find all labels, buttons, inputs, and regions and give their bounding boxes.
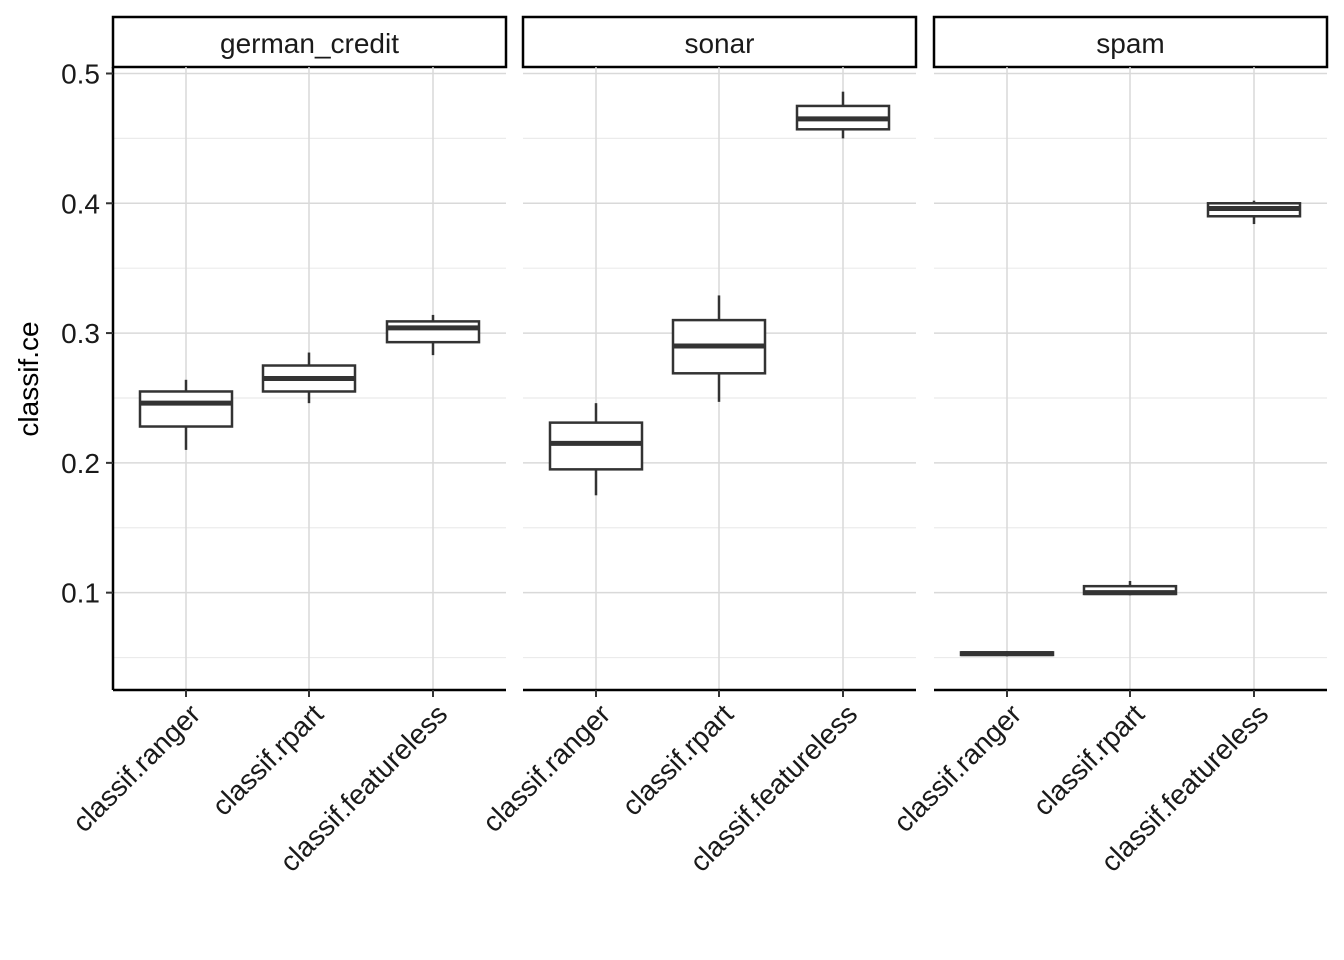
panel-german-credit: german_credit classif.ranger classif.rpart… <box>67 15 508 878</box>
y-axis: 0.1 0.2 0.3 0.4 0.5 <box>61 58 115 690</box>
box-classif-ranger <box>959 651 1055 657</box>
facet-strip <box>521 15 918 69</box>
y-tick-label: 0.5 <box>61 58 100 89</box>
x-tick-label: classif.ranger <box>888 698 1028 838</box>
box-iqr <box>138 390 234 428</box>
box-classif-rpart <box>1082 580 1178 596</box>
y-axis-title: classif.ce <box>13 321 44 436</box>
box-classif-featureless <box>795 91 891 139</box>
x-tick-label: classif.rpart <box>616 698 739 821</box>
facet-strip <box>111 15 508 69</box>
box-iqr <box>385 320 481 344</box>
y-tick-label: 0.2 <box>61 448 100 479</box>
box-classif-ranger <box>548 403 644 496</box>
x-tick-label: classif.ranger <box>67 698 207 838</box>
y-tick-label: 0.1 <box>61 578 100 609</box>
x-tick-label: classif.ranger <box>477 698 617 838</box>
facet-strip-label: german_credit <box>220 28 399 59</box>
x-tick-label: classif.rpart <box>1027 698 1150 821</box>
box-classif-ranger <box>138 379 234 450</box>
facet-strip-label: sonar <box>684 28 754 59</box>
box-classif-rpart <box>261 352 357 404</box>
box-classif-featureless <box>385 314 481 356</box>
facet-strip <box>932 15 1329 69</box>
y-tick-label: 0.3 <box>61 318 100 349</box>
x-tick-label: classif.rpart <box>206 698 329 821</box>
facet-strip-label: spam <box>1096 28 1164 59</box>
box-classif-rpart <box>671 295 767 402</box>
box-iqr <box>548 421 644 471</box>
box-classif-featureless <box>1206 200 1302 225</box>
y-tick-label: 0.4 <box>61 188 100 219</box>
